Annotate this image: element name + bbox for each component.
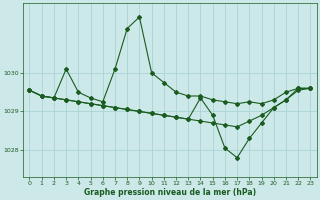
X-axis label: Graphe pression niveau de la mer (hPa): Graphe pression niveau de la mer (hPa) — [84, 188, 256, 197]
